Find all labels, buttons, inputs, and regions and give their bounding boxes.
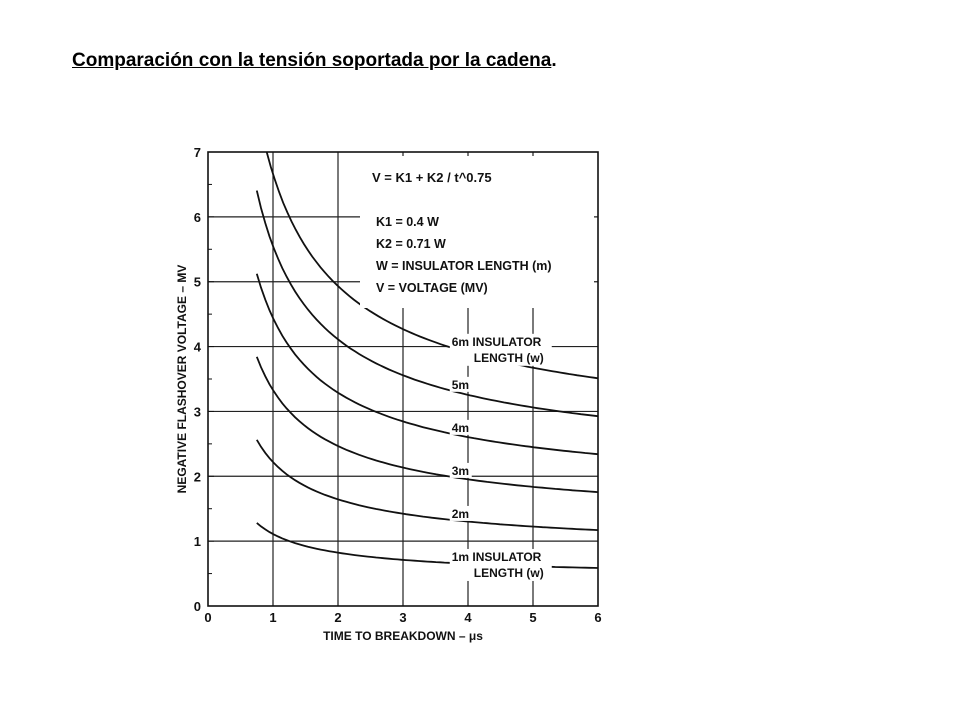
y-axis-label: NEGATIVE FLASHOVER VOLTAGE – MV <box>175 265 189 494</box>
x-tick-label: 0 <box>204 610 211 625</box>
x-tick-label: 2 <box>334 610 341 625</box>
curve-labels: 1m INSULATOR LENGTH (w) 2m 3m 4m 5m 6m INSULAT… <box>449 333 552 581</box>
legend-entry: W = INSULATOR LENGTH (m) <box>376 259 552 273</box>
y-tick-label: 5 <box>194 275 201 290</box>
curve-label-5m: 5m <box>452 378 469 392</box>
y-tick-label: 1 <box>194 534 201 549</box>
curve-label-bg <box>449 548 552 581</box>
flashover-chart: 1m INSULATOR LENGTH (w) 2m 3m 4m 5m 6m INSULAT… <box>175 145 602 643</box>
curve-label-bg <box>449 376 472 392</box>
y-tick-label: 7 <box>194 145 201 160</box>
curve-label-2m: 2m <box>452 507 469 521</box>
x-tick-label: 4 <box>464 610 472 625</box>
legend-entry: K1 = 0.4 W <box>376 215 439 229</box>
x-tick-label: 6 <box>594 610 601 625</box>
legend-box <box>360 156 594 308</box>
slide-title-period: . <box>551 50 557 71</box>
y-tick-label: 2 <box>194 469 201 484</box>
x-tick-label: 3 <box>399 610 406 625</box>
chart-legend: V = K1 + K2 / t^0.75 K1 = 0.4 W K2 = 0.71 … <box>360 156 594 308</box>
curve-label-1m: 1m INSULATOR <box>452 550 542 564</box>
curve-label-4m: 4m <box>452 421 469 435</box>
y-tick-label: 4 <box>194 340 202 355</box>
y-tick-label: 3 <box>194 404 201 419</box>
curve-label-6m-length: LENGTH (w) <box>474 351 544 365</box>
x-axis-label: TIME TO BREAKDOWN – μs <box>323 629 483 643</box>
curve-3m <box>255 356 599 493</box>
curve-label-bg <box>449 419 472 435</box>
slide-title-text: Comparación con la tensión soportada por… <box>72 50 552 71</box>
curve-label-1m-length: LENGTH (w) <box>474 566 544 580</box>
curve-6m <box>265 151 599 380</box>
curve-label-bg <box>449 505 472 521</box>
y-tick-label: 6 <box>194 210 201 225</box>
curve-label-6m: 6m INSULATOR <box>452 335 542 349</box>
x-tick-label: 1 <box>269 610 276 625</box>
curve-label-bg <box>449 462 472 478</box>
axis-ticks: 0 1 2 3 4 5 6 0 1 2 3 4 5 6 7 <box>194 145 602 625</box>
legend-entry: V = VOLTAGE (MV) <box>376 281 488 295</box>
slide-title: Comparación con la tensión soportada por… <box>72 50 557 72</box>
curve-5m <box>255 190 599 418</box>
x-tick-label: 5 <box>529 610 536 625</box>
chart-curves <box>255 151 599 569</box>
y-tick-label: 0 <box>194 599 201 614</box>
legend-formula: V = K1 + K2 / t^0.75 <box>372 170 492 185</box>
curve-label-bg <box>449 333 552 366</box>
curve-4m <box>255 273 599 456</box>
curve-2m <box>256 439 599 531</box>
legend-entry: K2 = 0.71 W <box>376 237 446 251</box>
curve-label-3m: 3m <box>452 464 469 478</box>
